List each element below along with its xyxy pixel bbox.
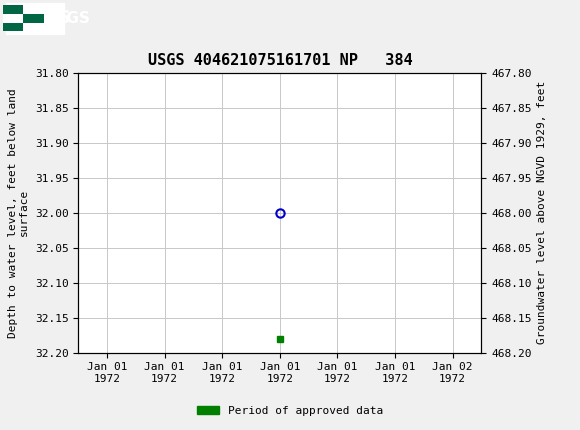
Title: USGS 404621075161701 NP   384: USGS 404621075161701 NP 384: [147, 53, 412, 68]
Text: USGS: USGS: [3, 9, 71, 27]
Bar: [23, 14, 44, 22]
Bar: [3, 6, 23, 14]
Bar: [23, 6, 44, 14]
Legend: Period of approved data: Period of approved data: [193, 401, 387, 420]
Bar: [3, 14, 23, 22]
Bar: [23, 22, 44, 31]
Bar: [3, 6, 43, 31]
Y-axis label: Depth to water level, feet below land
surface: Depth to water level, feet below land su…: [8, 88, 29, 338]
Bar: [3, 22, 23, 31]
Text: USGS: USGS: [44, 11, 90, 26]
Y-axis label: Groundwater level above NGVD 1929, feet: Groundwater level above NGVD 1929, feet: [537, 81, 547, 344]
Bar: [6, 3, 64, 34]
